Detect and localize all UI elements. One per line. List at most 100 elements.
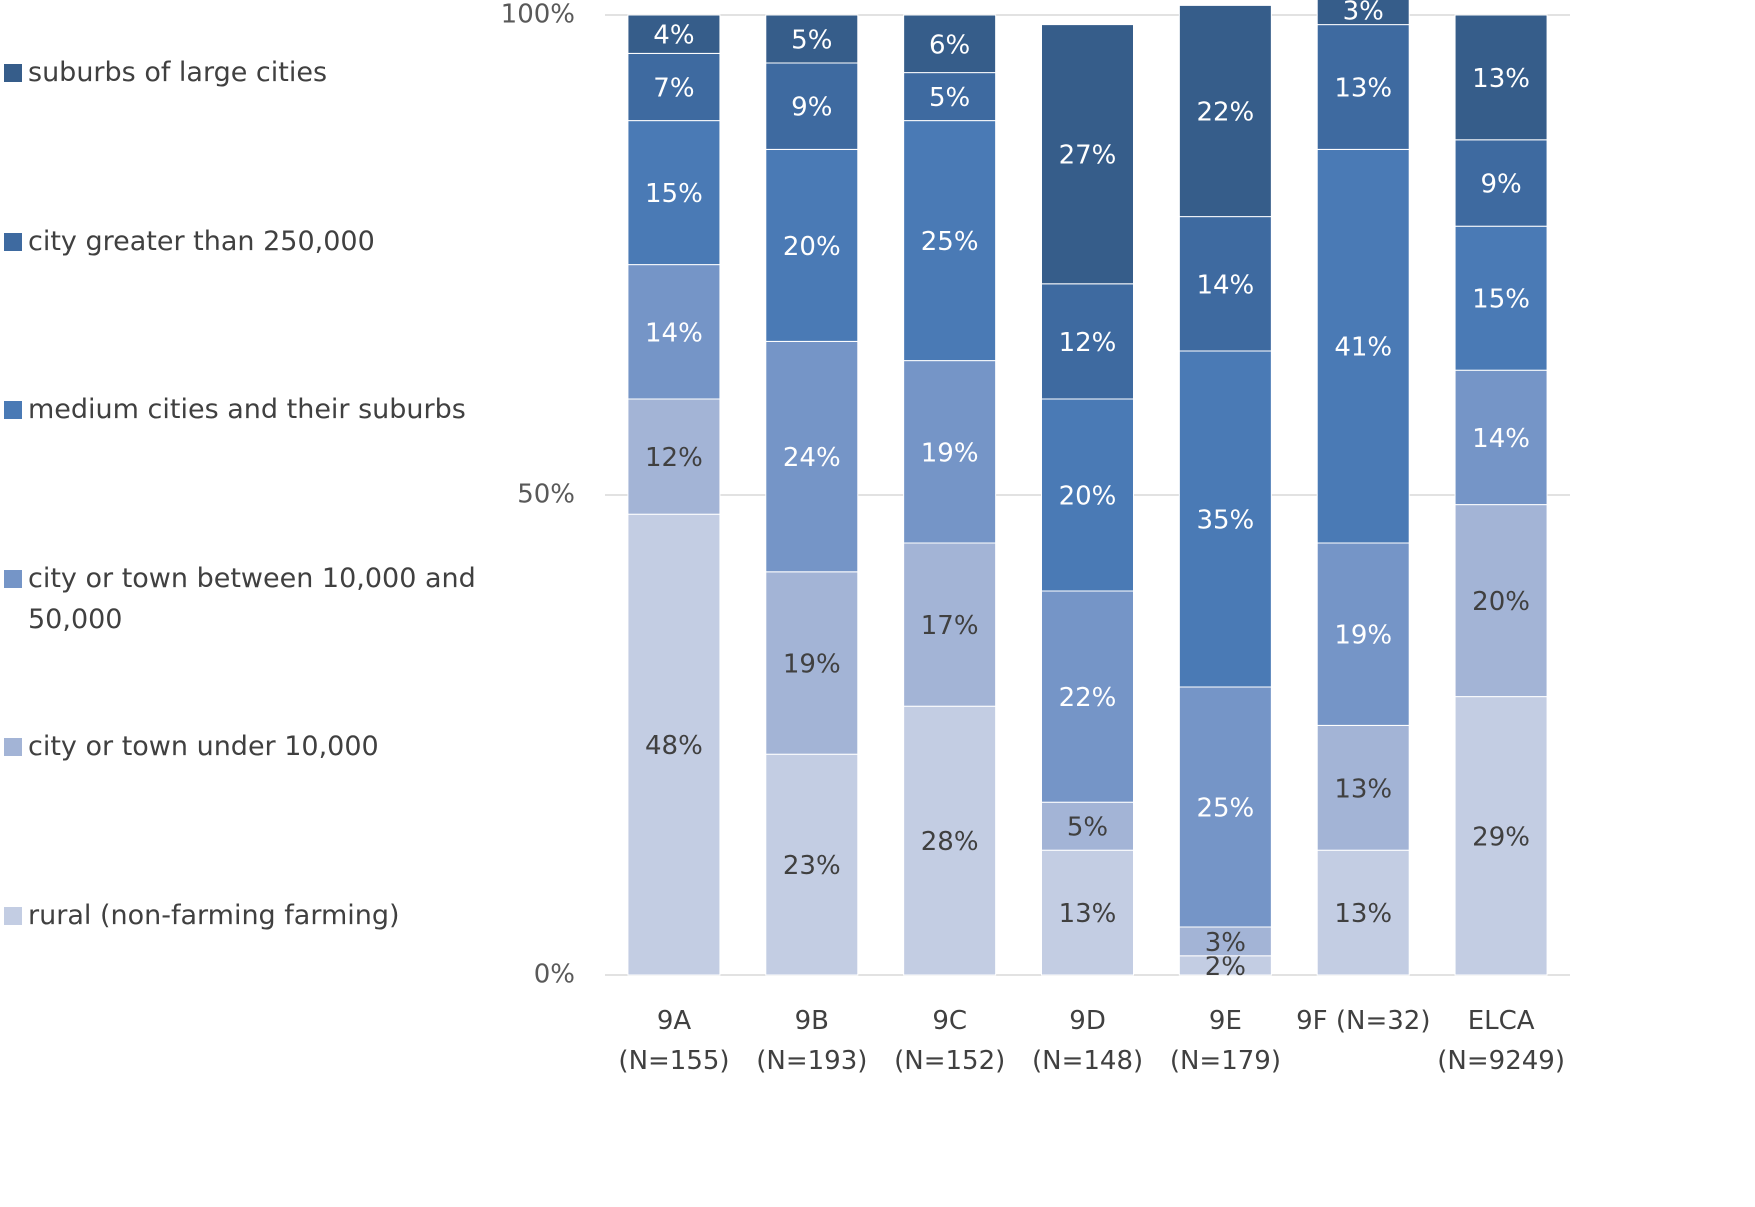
data-label: 25% [1196,794,1254,824]
bar-segment [1041,398,1134,592]
data-label: 17% [921,611,979,641]
bar-segment [903,705,997,976]
bar-segment [1316,0,1410,26]
data-label: 5% [791,26,832,56]
bar-segment [627,398,721,515]
y-tick-label: 50% [517,480,575,510]
data-label: 27% [1059,141,1117,171]
bar-segment [1041,283,1134,400]
data-label: 13% [1472,64,1530,94]
data-label: 13% [1334,774,1392,804]
x-tick-label: 9F (N=32) [1296,1006,1431,1036]
bar-segment [627,52,721,122]
data-label: 5% [929,83,970,113]
bar-segment [1454,225,1548,371]
data-label: 19% [1334,621,1392,651]
data-label: 23% [783,851,841,881]
bar-segment [1178,350,1272,688]
bar-segment [1454,369,1548,506]
data-label: 12% [645,443,703,473]
bar-segment [1178,4,1272,218]
bar-segment [1316,849,1410,976]
data-label: 25% [921,227,979,257]
data-label: 12% [1059,328,1117,358]
data-label: 35% [1196,506,1254,536]
bar-segment [1316,24,1410,150]
data-label: 19% [921,438,979,468]
bar-segment [765,753,859,976]
data-label: 15% [645,179,703,209]
data-label: 29% [1472,822,1530,852]
x-tick-label: 9A (N=155) [618,1006,730,1076]
data-label: 3% [1343,0,1384,27]
data-label: 13% [1334,899,1392,929]
bar-segment [903,72,997,122]
legend-entry: city or town under 10,000 [2,726,528,767]
data-label: 20% [1472,587,1530,617]
bar-segment [1178,216,1272,352]
bar-segment [627,14,721,54]
data-label: 22% [1196,98,1254,128]
data-label: 9% [791,93,832,123]
x-tick-label: ELCA (N=9249) [1437,1006,1565,1076]
legend-swatch [4,401,22,420]
bar-segment [1041,24,1134,285]
data-label: 13% [1334,74,1392,104]
legend-swatch [4,569,22,588]
data-label: 2% [1205,952,1246,982]
bar-segment [1041,801,1134,851]
bar-segment [627,513,721,976]
bar-segment [1454,696,1548,976]
data-label: 9% [1480,170,1521,200]
x-tick-label: 9B (N=193) [756,1006,868,1076]
bar-segment [1178,686,1272,928]
bar-segment [765,571,859,755]
data-label: 22% [1059,683,1117,713]
legend-swatch [4,738,22,757]
data-label: 14% [1472,424,1530,454]
bar-segment [903,542,997,707]
bar-segment [903,14,997,74]
data-label: 41% [1334,333,1392,363]
bar-segment [1454,14,1548,141]
bar-segment [765,62,859,150]
legend-swatch [4,64,22,82]
legend-entry: suburbs of large cities [2,52,528,93]
data-label: 3% [1205,928,1246,958]
data-label: 19% [783,650,841,680]
bar-segment [1316,542,1410,726]
data-label: 6% [929,30,970,60]
data-label: 20% [1059,482,1117,512]
x-tick-label: 9C (N=152) [894,1006,1006,1076]
data-label: 14% [1196,270,1254,300]
data-label: 14% [645,318,703,348]
bar-segment [1316,724,1410,851]
legend-entry: city greater than 250,000 [2,221,528,262]
bar-segment [1316,148,1410,544]
legend-entry: medium cities and their suburbs [2,389,528,430]
bar-segment [765,14,859,64]
data-label: 28% [921,827,979,857]
bar-segment [1178,926,1272,957]
bar-segment [903,120,997,362]
bar-segment [1041,590,1134,803]
data-label: 15% [1472,285,1530,315]
legend-swatch [4,907,22,925]
y-tick-label: 0% [534,960,575,990]
x-tick-label: 9D (N=148) [1031,1006,1144,1076]
legend-swatch [4,232,22,251]
data-label: 4% [653,21,694,51]
data-label: 13% [1059,899,1117,929]
x-tick-label: 9E (N=179) [1169,1006,1281,1076]
data-label: 5% [1067,813,1108,843]
data-label: 24% [783,443,841,473]
bar-segment [903,360,997,544]
legend-entry: city or town between 10,000 and 50,000 [2,558,528,640]
data-label: 7% [653,74,694,104]
data-label: 48% [645,731,703,761]
bar-segment [1454,504,1548,698]
bar-segment [765,148,859,342]
y-tick-label: 100% [501,0,575,30]
